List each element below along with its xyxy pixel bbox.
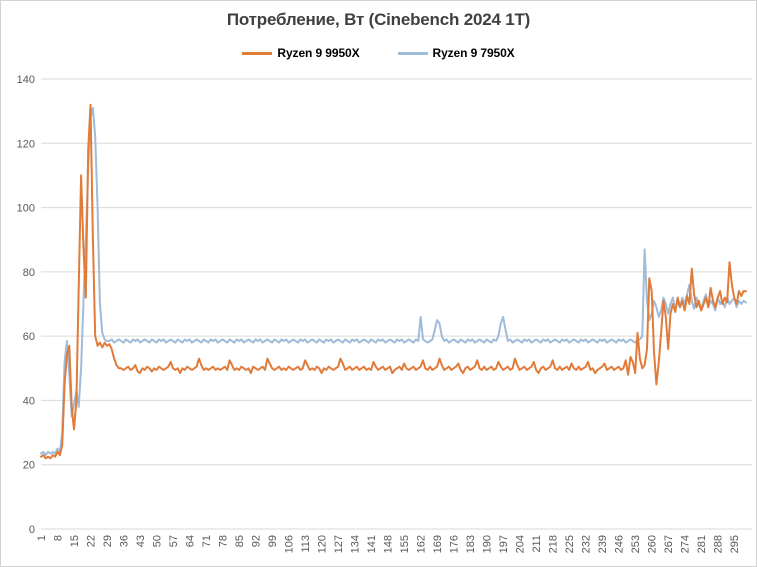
x-tick-label: 162: [416, 535, 428, 553]
y-tick-label: 20: [23, 460, 35, 472]
x-tick-label: 232: [581, 535, 593, 553]
y-tick-label: 0: [29, 524, 35, 536]
x-tick-label: 106: [284, 535, 296, 553]
x-tick-label: 239: [597, 535, 609, 553]
x-tick-label: 155: [399, 535, 411, 553]
x-tick-label: 288: [713, 535, 725, 553]
y-tick-label: 40: [23, 395, 35, 407]
series-line-ryzen-9-9950x: [40, 103, 747, 460]
x-tick-label: 281: [696, 535, 708, 553]
x-tick-label: 22: [86, 535, 98, 547]
x-tick-label: 36: [119, 535, 131, 547]
x-tick-label: 29: [102, 535, 114, 547]
x-tick-label: 197: [498, 535, 510, 553]
x-tick-label: 71: [201, 535, 213, 547]
x-tick-label: 8: [53, 535, 65, 541]
x-tick-label: 85: [234, 535, 246, 547]
x-tick-label: 64: [185, 535, 197, 547]
chart-legend: Ryzen 9 9950X Ryzen 9 7950X: [1, 46, 756, 60]
y-tick-label: 140: [17, 74, 35, 86]
x-tick-label: 295: [729, 535, 741, 553]
x-tick-label: 148: [383, 535, 395, 553]
series-line-ryzen-9-7950x: [40, 106, 747, 457]
y-tick-label: 120: [17, 138, 35, 150]
x-tick-label: 134: [350, 535, 362, 553]
x-tick-label: 43: [135, 535, 147, 547]
x-tick-label: 50: [152, 535, 164, 547]
x-tick-label: 15: [69, 535, 81, 547]
x-tick-label: 57: [168, 535, 180, 547]
x-tick-label: 190: [482, 535, 494, 553]
x-tick-label: 211: [531, 535, 543, 553]
chart-title: Потребление, Вт (Cinebench 2024 1T): [226, 10, 531, 29]
x-tick-label: 99: [267, 535, 279, 547]
x-tick-label: 218: [548, 535, 560, 553]
y-tick-label: 100: [17, 203, 35, 215]
legend-item-ryzen-9-7950x: Ryzen 9 7950X: [397, 46, 515, 60]
x-tick-label: 78: [218, 535, 230, 547]
x-tick-label: 113: [300, 535, 312, 553]
legend-line-icon: [242, 51, 273, 55]
legend-line-icon: [397, 51, 428, 55]
legend-label: Ryzen 9 7950X: [432, 46, 515, 60]
legend-label: Ryzen 9 9950X: [277, 46, 360, 60]
x-tick-label: 225: [564, 535, 576, 553]
x-tick-label: 127: [333, 535, 345, 553]
x-tick-label: 204: [515, 535, 527, 553]
x-tick-label: 141: [366, 535, 378, 553]
legend-item-ryzen-9-9950x: Ryzen 9 9950X: [242, 46, 360, 60]
x-tick-label: 183: [465, 535, 477, 553]
x-tick-label: 1: [36, 535, 48, 541]
x-tick-label: 274: [680, 535, 692, 553]
x-tick-label: 267: [663, 535, 675, 553]
y-tick-label: 80: [23, 267, 35, 279]
x-tick-label: 260: [647, 535, 659, 553]
x-tick-label: 246: [614, 535, 626, 553]
y-tick-label: 60: [23, 331, 35, 343]
x-tick-label: 92: [251, 535, 263, 547]
x-tick-label: 169: [432, 535, 444, 553]
x-tick-label: 253: [630, 535, 642, 553]
x-tick-label: 120: [317, 535, 329, 553]
x-tick-label: 176: [449, 535, 461, 553]
